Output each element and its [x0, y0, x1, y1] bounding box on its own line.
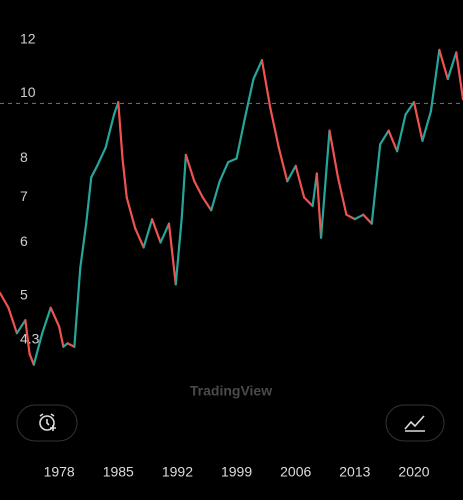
price-segment	[121, 157, 128, 199]
price-segment	[395, 113, 407, 153]
watermark: TradingView	[190, 383, 272, 399]
x-tick-label: 1999	[221, 464, 252, 480]
price-segment	[260, 59, 272, 110]
price-segment	[404, 101, 416, 116]
indicator-button-frame[interactable]	[385, 404, 445, 442]
price-segment	[319, 129, 331, 239]
alert-icon	[39, 415, 55, 431]
price-segment	[180, 153, 187, 221]
price-segment	[235, 116, 247, 160]
price-segment	[32, 332, 44, 366]
price-segment	[243, 77, 255, 119]
price-segment	[315, 172, 323, 239]
indicator-icon	[404, 415, 425, 432]
price-segment	[104, 113, 116, 149]
y-tick-label: 5	[20, 287, 28, 303]
x-tick-label: 2013	[339, 464, 370, 480]
price-segment	[142, 218, 154, 249]
price-segment	[201, 196, 213, 212]
price-segment	[96, 146, 107, 167]
x-tick-label: 1985	[103, 464, 134, 480]
price-segment	[286, 164, 297, 183]
price-segment	[7, 306, 18, 335]
price-segment	[353, 213, 365, 221]
price-segment	[412, 101, 424, 142]
price-segment	[58, 325, 65, 348]
x-tick-label: 2006	[280, 464, 311, 480]
price-segment	[218, 161, 230, 183]
price-segment	[252, 59, 264, 81]
x-tick-label: 1992	[162, 464, 193, 480]
price-segment	[184, 153, 196, 183]
indicator-button[interactable]	[385, 404, 445, 442]
price-segment	[227, 157, 238, 164]
price-segment	[24, 319, 31, 355]
price-segment	[193, 180, 204, 199]
price-segment	[345, 213, 356, 221]
price-segment	[277, 146, 289, 183]
price-segment	[125, 196, 137, 230]
price-segment	[429, 48, 441, 113]
price-segment	[134, 227, 145, 249]
price-segment	[269, 107, 280, 149]
price-segment	[210, 180, 221, 212]
price-segment	[41, 306, 52, 335]
price-segment	[150, 218, 162, 244]
price-segment	[438, 48, 449, 81]
x-tick-label: 2020	[398, 464, 429, 480]
price-segment	[167, 222, 177, 286]
price-segment	[336, 176, 348, 216]
price-segment	[66, 342, 76, 348]
alert-button[interactable]	[16, 404, 78, 442]
y-tick-label: 8	[20, 149, 28, 165]
price-segment	[117, 101, 124, 160]
price-segment	[455, 51, 463, 101]
y-tick-label: 10	[20, 84, 36, 100]
price-segment	[328, 129, 340, 179]
price-segment	[90, 164, 99, 179]
price-segment	[174, 218, 183, 286]
price-segment	[73, 266, 82, 348]
price-segment	[28, 352, 35, 366]
y-tick-label: 7	[20, 188, 28, 204]
alert-icon-detail	[39, 413, 56, 431]
price-segment	[379, 129, 390, 146]
y-tick-label: 6	[20, 233, 28, 249]
price-segment	[446, 51, 458, 81]
y-tick-label: 4.3	[20, 331, 40, 347]
price-segment	[0, 291, 10, 309]
price-segment	[159, 222, 171, 244]
price-segment	[49, 306, 61, 328]
price-segment	[85, 176, 93, 225]
price-segment	[303, 196, 314, 208]
price-segment	[421, 110, 432, 142]
y-tick-label: 12	[20, 31, 36, 47]
x-tick-label: 1978	[44, 464, 75, 480]
price-segment	[387, 129, 399, 153]
price-segment	[294, 164, 306, 199]
price-segment	[362, 213, 373, 225]
price-segment	[79, 222, 88, 270]
price-segment	[370, 143, 382, 225]
price-segment	[15, 319, 27, 335]
